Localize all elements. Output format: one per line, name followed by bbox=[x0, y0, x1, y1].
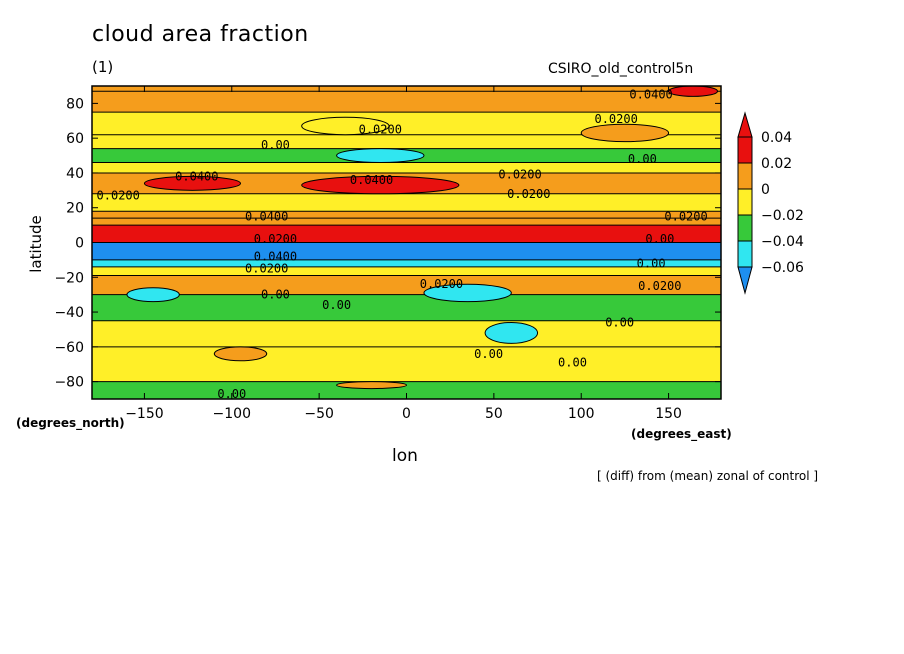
field-patch-5 bbox=[484, 321, 539, 344]
contour-label-10: 0.0400 bbox=[245, 209, 288, 223]
contour-label-14: 0.0400 bbox=[254, 249, 297, 263]
colorbar-swatch-1 bbox=[737, 162, 753, 190]
contour-label-6: 0.0400 bbox=[350, 173, 393, 187]
x-axis-units: (degrees_east) bbox=[631, 427, 732, 441]
colorbar-label-2: 0 bbox=[761, 182, 770, 198]
colorbar-label-1: 0.02 bbox=[761, 156, 792, 172]
chart-title: cloud area fraction bbox=[92, 22, 309, 47]
contour-label-7: 0.0200 bbox=[498, 168, 541, 182]
lat-band-12 bbox=[92, 259, 721, 267]
lat-band-13 bbox=[92, 266, 721, 276]
contour-label-22: 0.00 bbox=[474, 347, 503, 361]
lat-band-17 bbox=[92, 346, 721, 382]
colorbar-swatch-4 bbox=[737, 240, 753, 268]
field-patch-10 bbox=[580, 123, 670, 143]
y-tick-label-0: 80 bbox=[66, 96, 84, 112]
field-patch-9 bbox=[301, 116, 390, 136]
field-patch-7 bbox=[213, 346, 268, 362]
lat-band-7 bbox=[92, 193, 721, 212]
contour-label-18: 0.0200 bbox=[638, 279, 681, 293]
contour-label-8: 0.0200 bbox=[507, 187, 550, 201]
contour-label-23: 0.00 bbox=[558, 355, 587, 369]
contour-label-12: 0.0200 bbox=[254, 232, 297, 246]
contour-label-2: 0.0200 bbox=[359, 122, 402, 136]
filled-contour-field bbox=[92, 86, 721, 399]
colorbar-label-5: −0.06 bbox=[761, 260, 804, 276]
y-tick-label-4: 0 bbox=[75, 236, 84, 252]
colorbar-label-0: 0.04 bbox=[761, 130, 792, 146]
x-tick-label-0: −150 bbox=[125, 406, 163, 422]
field-patch-3 bbox=[668, 86, 718, 97]
contour-label-0: 0.0400 bbox=[629, 88, 672, 102]
contour-label-1: 0.0200 bbox=[594, 112, 637, 126]
model-label: CSIRO_old_control5n bbox=[548, 61, 694, 77]
x-tick-label-1: −100 bbox=[213, 406, 251, 422]
contour-label-4: 0.00 bbox=[628, 152, 657, 166]
colorbar-swatch-0 bbox=[737, 136, 753, 164]
contour-label-11: 0.0200 bbox=[664, 209, 707, 223]
panel-label: (1) bbox=[92, 58, 114, 76]
y-tick-label-1: 60 bbox=[66, 131, 84, 147]
contour-label-15: 0.00 bbox=[637, 256, 666, 270]
x-tick-label-5: 100 bbox=[568, 406, 595, 422]
contour-label-9: 0.0200 bbox=[97, 189, 140, 203]
lat-band-1 bbox=[92, 91, 721, 113]
x-tick-label-3: 0 bbox=[402, 406, 411, 422]
contour-label-13: 0.00 bbox=[645, 232, 674, 246]
y-axis-units: (degrees_north) bbox=[16, 416, 125, 430]
x-tick-label-6: 150 bbox=[655, 406, 682, 422]
x-tick-label-4: 50 bbox=[485, 406, 503, 422]
y-tick-label-6: −40 bbox=[54, 305, 84, 321]
lat-band-8 bbox=[92, 211, 721, 219]
lat-band-11 bbox=[92, 242, 721, 260]
y-tick-label-2: 40 bbox=[66, 166, 84, 182]
field-patch-8 bbox=[336, 381, 407, 390]
axes: −150 −100 −50 0 50 100 150 80 60 40 20 0 −20 −40 −60 −8… bbox=[54, 86, 721, 422]
y-tick-label-7: −60 bbox=[54, 340, 84, 356]
contour-label-5: 0.0400 bbox=[175, 169, 218, 183]
lat-band-9 bbox=[92, 218, 721, 226]
x-tick-label-2: −50 bbox=[304, 406, 334, 422]
contour-label-24: 0.00 bbox=[217, 387, 246, 401]
colorbar-swatch-3 bbox=[737, 214, 753, 242]
contour-label-19: 0.00 bbox=[261, 288, 290, 302]
x-axis-label: lon bbox=[392, 446, 418, 466]
lat-band-18 bbox=[92, 381, 721, 399]
colorbar: 0.04 0.02 0 −0.02 −0.04 −0.06 bbox=[737, 111, 804, 295]
lat-band-10 bbox=[92, 225, 721, 243]
lat-band-16 bbox=[92, 320, 721, 347]
colorbar-label-3: −0.02 bbox=[761, 208, 804, 224]
colorbar-label-4: −0.04 bbox=[761, 234, 804, 250]
field-patch-0 bbox=[301, 175, 460, 195]
lat-band-5 bbox=[92, 162, 721, 173]
colorbar-swatch-2 bbox=[737, 188, 753, 216]
lat-band-3 bbox=[92, 134, 721, 149]
contour-label-3: 0.00 bbox=[261, 138, 290, 152]
field-patch-2 bbox=[336, 148, 425, 164]
contour-label-17: 0.0200 bbox=[420, 277, 463, 291]
plot-note: [ (diff) from (mean) zonal of control ] bbox=[597, 469, 819, 483]
contour-label-20: 0.00 bbox=[322, 298, 351, 312]
field-patch-4 bbox=[423, 283, 512, 303]
contour-label-16: 0.0200 bbox=[245, 262, 288, 276]
y-tick-label-8: −80 bbox=[54, 375, 84, 391]
field-patch-1 bbox=[143, 175, 242, 191]
lat-band-14 bbox=[92, 275, 721, 295]
colorbar-low-cap bbox=[737, 266, 753, 295]
y-tick-label-3: 20 bbox=[66, 201, 84, 217]
lat-band-15 bbox=[92, 294, 721, 321]
colorbar-high-cap bbox=[737, 111, 753, 138]
y-tick-label-5: −20 bbox=[54, 270, 84, 286]
field-patch-6 bbox=[126, 287, 180, 303]
lat-band-2 bbox=[92, 112, 721, 135]
contour-label-21: 0.00 bbox=[605, 315, 634, 329]
